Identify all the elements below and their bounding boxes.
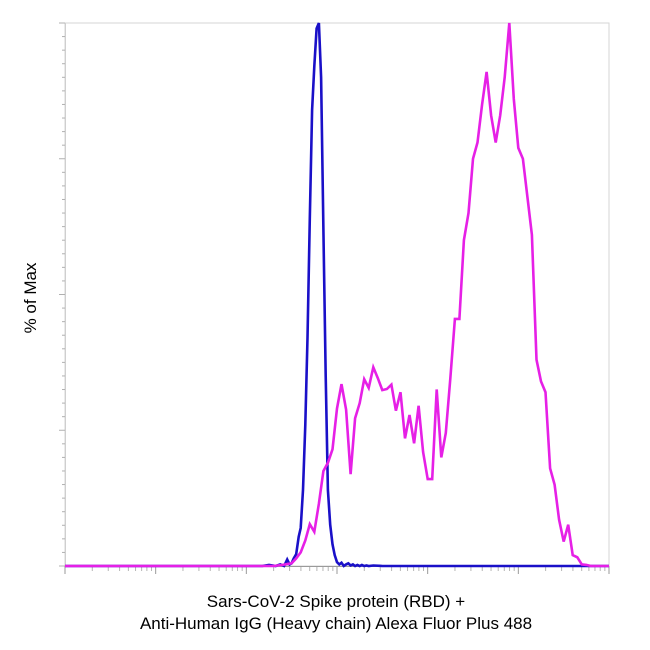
plot-frame: [64, 22, 610, 567]
x-axis-label-line1: Sars-CoV-2 Spike protein (RBD) +: [207, 592, 465, 611]
x-axis-label-line2: Anti-Human IgG (Heavy chain) Alexa Fluor…: [140, 614, 532, 633]
histogram-series-2: [65, 22, 609, 568]
y-axis-label: % of Max: [21, 262, 40, 333]
series-group: [65, 22, 609, 568]
y-axis-ticks: [59, 22, 65, 567]
